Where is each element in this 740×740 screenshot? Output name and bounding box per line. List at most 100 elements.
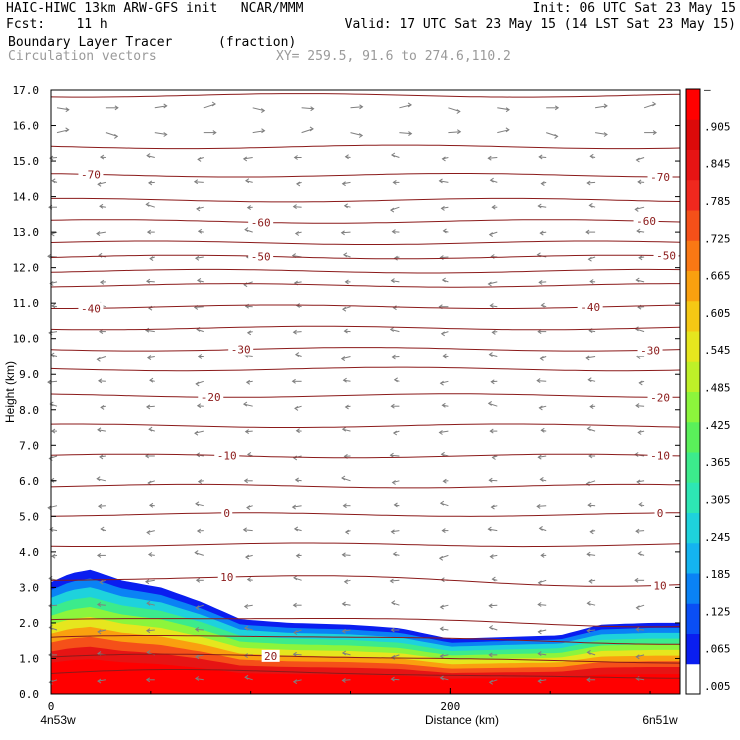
contour-label-bg: [633, 215, 659, 228]
y-tick-label: 1.0: [19, 652, 39, 665]
vector-shaft: [195, 628, 204, 631]
circulation-vector: [390, 627, 400, 633]
vector-head: [635, 403, 640, 409]
vector-head: [390, 152, 396, 158]
temperature-contour-line: [50, 325, 681, 331]
circulation-vector: [635, 157, 645, 163]
vector-head: [261, 128, 266, 134]
colorbar-segment: [686, 603, 700, 634]
vector-head: [294, 405, 299, 411]
vector-head: [195, 501, 200, 507]
vector-shaft: [146, 629, 155, 632]
vector-shaft: [392, 231, 400, 233]
vector-head: [439, 626, 444, 632]
vector-head: [441, 528, 446, 534]
circulation-vector: [97, 427, 106, 433]
vector-head: [49, 401, 54, 407]
circulation-vector: [491, 329, 498, 335]
vector-head: [359, 104, 364, 110]
contour-label-bg: [647, 170, 673, 183]
vector-head: [292, 329, 297, 335]
y-tick-label: 6.0: [19, 475, 39, 488]
circulation-vector: [586, 551, 596, 557]
vector-head: [99, 203, 104, 209]
vector-shaft: [105, 132, 118, 137]
vector-head: [293, 526, 299, 532]
vector-shaft: [538, 604, 547, 606]
vector-shaft: [448, 107, 460, 112]
circulation-vector: [244, 178, 253, 184]
vector-head: [407, 102, 413, 108]
temperature-contour-line: [51, 304, 681, 309]
circulation-vector: [390, 403, 400, 409]
circulation-vector: [242, 527, 253, 533]
circulation-vector: [589, 279, 596, 284]
contour-label: -40: [81, 302, 101, 315]
circulation-vector: [341, 650, 351, 656]
contour-label: 10: [653, 579, 666, 592]
colorbar-label: .725: [704, 232, 731, 245]
circulation-vector: [145, 404, 155, 410]
circulation-vector: [194, 255, 204, 261]
vector-head: [489, 428, 494, 434]
vector-head: [145, 278, 151, 284]
circulation-vector: [390, 529, 400, 535]
circulation-vector: [635, 277, 645, 283]
circulation-vector: [491, 455, 498, 460]
vector-head: [145, 677, 151, 683]
circulation-vector: [540, 427, 547, 433]
vector-head: [148, 426, 153, 432]
circulation-vector: [197, 156, 204, 162]
vector-shaft: [97, 679, 106, 682]
circulation-vector: [146, 229, 155, 235]
circulation-vector: [146, 600, 155, 606]
vector-head: [195, 381, 200, 387]
vector-head: [244, 227, 249, 233]
contour-label-bg: [221, 506, 233, 519]
circulation-vector: [149, 256, 155, 262]
circulation-vector: [638, 380, 645, 386]
vector-shaft: [56, 107, 69, 111]
vector-head: [393, 377, 398, 383]
circulation-vector: [145, 628, 155, 634]
vector-shaft: [293, 331, 302, 333]
circulation-vector: [195, 654, 204, 660]
contour-label: -30: [231, 344, 251, 357]
vector-head: [637, 179, 642, 185]
vector-shaft: [539, 281, 547, 283]
contour-label-bg: [653, 249, 679, 262]
circulation-vector: [56, 107, 70, 113]
colorbar-label: .665: [704, 270, 731, 283]
vector-head: [97, 427, 102, 433]
circulation-vector: [105, 105, 119, 111]
circulation-vector: [637, 430, 645, 435]
vector-shaft: [96, 231, 106, 235]
circulation-vector: [439, 675, 449, 681]
temperature-contour-line: [50, 618, 681, 628]
vector-head: [489, 303, 494, 309]
vector-shaft: [537, 380, 547, 382]
colorbar-label: .365: [704, 456, 731, 469]
vector-shaft: [341, 356, 351, 360]
circulation-vector: [197, 228, 204, 234]
circulation-vector: [196, 277, 204, 283]
vector-head: [589, 153, 594, 159]
contour-label-bg: [214, 449, 240, 462]
contour-label: 10: [220, 571, 233, 584]
vector-head: [261, 108, 266, 114]
vector-shaft: [293, 653, 302, 656]
vector-head: [342, 377, 347, 383]
circulation-vector: [634, 206, 645, 212]
vector-head: [554, 133, 559, 139]
vector-head: [487, 281, 492, 287]
vector-head: [195, 654, 200, 660]
vector-head: [636, 479, 641, 485]
circulation-vector: [440, 451, 449, 457]
circulation-vector: [392, 430, 400, 436]
vector-shaft: [341, 231, 351, 234]
circulation-vector: [448, 129, 462, 135]
circulation-vector: [488, 652, 498, 658]
circulation-vector: [537, 678, 547, 684]
vector-shaft: [252, 107, 265, 112]
circulation-vector: [442, 228, 449, 234]
